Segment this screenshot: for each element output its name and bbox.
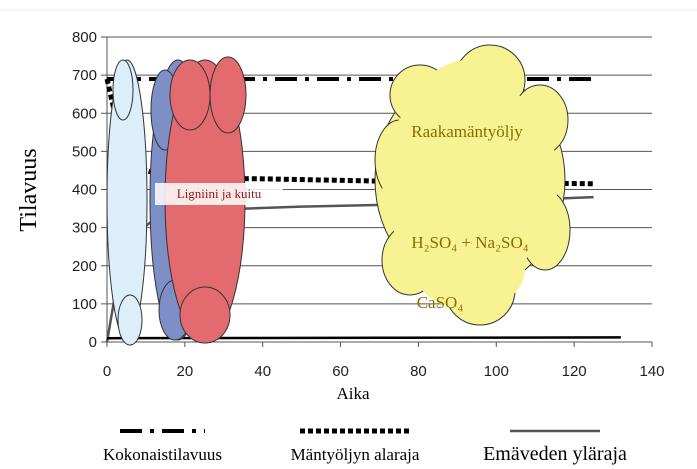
y-tick-label: 300 [72,220,97,237]
x-tick-label: 120 [562,363,587,380]
x-tick-label: 80 [410,363,427,380]
x-tick-label: 60 [332,363,349,380]
y-tick-label: 600 [72,105,97,122]
annotation: Ligniini ja kuitu [177,186,262,201]
x-tick-label: 20 [177,363,194,380]
y-tick-label: 100 [72,296,97,313]
y-tick-label: 0 [89,334,97,351]
x-tick-label: 40 [254,363,271,380]
y-tick-label: 200 [72,258,97,275]
chart: 0 100 200 300 400 500 600 700 800 0 20 40 60 80 100 120… [0,0,697,469]
x-tick-label: 100 [484,363,509,380]
y-tick-label: 500 [72,143,97,160]
cloud-light-blue [107,60,147,345]
x-axis-label: Aika [336,384,370,403]
legend-label: Emäveden yläraja [483,443,627,465]
legend-label: Kokonaistilavuus [103,445,222,464]
y-tick-label: 400 [72,182,97,199]
legend: Kokonaistilavuus Mäntyöljyn alaraja Emäved… [103,431,627,465]
annotation: H₂SO₄ + Na₂SO₄ [411,233,528,252]
annotation: CaSO₄ [417,293,464,312]
cloud-yellow [375,45,570,325]
y-tick-label: 700 [72,67,97,84]
clouds: Ligniini ja kuitu Raakamäntyöljy H₂SO₄ +… [107,45,570,345]
y-tick-label: 800 [72,29,97,46]
legend-label: Mäntyöljyn alaraja [291,445,420,464]
x-tick-label: 0 [103,363,111,380]
y-axis-label: Tilavuus [16,148,42,231]
annotation: Raakamäntyöljy [411,122,523,141]
x-tick-label: 140 [639,363,664,380]
